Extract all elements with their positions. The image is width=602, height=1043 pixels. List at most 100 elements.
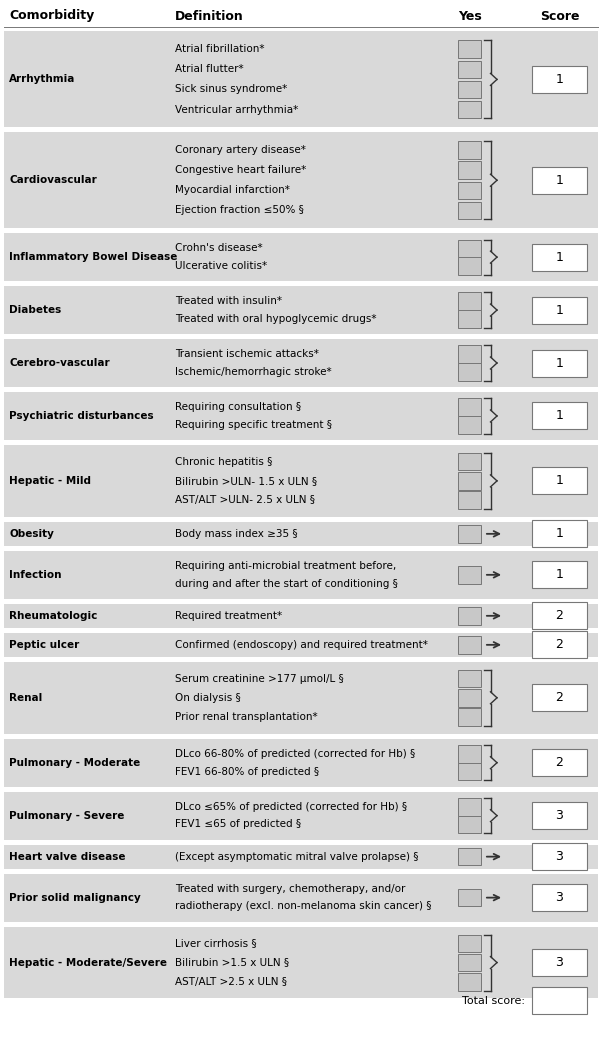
Text: Transient ischemic attacks*: Transient ischemic attacks* (175, 349, 319, 359)
Text: 2: 2 (556, 756, 563, 769)
Text: AST/ALT >ULN- 2.5 x ULN §: AST/ALT >ULN- 2.5 x ULN § (175, 495, 315, 505)
Text: Hepatic - Moderate/Severe: Hepatic - Moderate/Severe (9, 957, 167, 968)
Bar (4, 926, 598, 998)
Bar (532, 244, 587, 270)
Bar (458, 745, 481, 762)
Bar (4, 234, 598, 281)
Text: Liver cirrhosis §: Liver cirrhosis § (175, 939, 256, 948)
Text: Cerebro-vascular: Cerebro-vascular (9, 358, 110, 368)
Bar (532, 749, 587, 776)
Text: Peptic ulcer: Peptic ulcer (9, 639, 79, 650)
Text: Ventricular arrhythmia*: Ventricular arrhythmia* (175, 104, 298, 115)
Text: Myocardial infarction*: Myocardial infarction* (175, 186, 290, 195)
Bar (458, 258, 481, 274)
Bar (458, 345, 481, 363)
Text: Prior solid malignancy: Prior solid malignancy (9, 893, 141, 902)
Bar (4, 522, 598, 545)
Bar (458, 162, 481, 179)
Bar (458, 848, 481, 866)
Bar (532, 520, 587, 548)
Text: 2: 2 (556, 638, 563, 651)
Text: Rheumatologic: Rheumatologic (9, 611, 98, 621)
Bar (458, 80, 481, 98)
Bar (458, 525, 481, 542)
Bar (458, 708, 481, 726)
Text: Cardiovascular: Cardiovascular (9, 175, 97, 186)
Bar (4, 445, 598, 517)
Text: 1: 1 (556, 304, 563, 317)
Bar (532, 631, 587, 658)
Bar (532, 66, 587, 93)
Text: 2: 2 (556, 609, 563, 623)
Bar (458, 41, 481, 58)
Text: radiotherapy (excl. non-melanoma skin cancer) §: radiotherapy (excl. non-melanoma skin ca… (175, 901, 432, 912)
Bar (532, 884, 587, 912)
Bar (458, 60, 481, 78)
Bar (532, 802, 587, 829)
Text: (Except asymptomatic mitral valve prolapse) §: (Except asymptomatic mitral valve prolap… (175, 852, 418, 862)
Bar (532, 296, 587, 323)
Bar (458, 689, 481, 706)
Bar (458, 491, 481, 509)
Text: DLco 66-80% of predicted (corrected for Hb) §: DLco 66-80% of predicted (corrected for … (175, 749, 415, 759)
Bar (458, 607, 481, 625)
Text: Sick sinus syndrome*: Sick sinus syndrome* (175, 84, 287, 95)
Bar (458, 762, 481, 780)
Text: Atrial fibrillation*: Atrial fibrillation* (175, 44, 264, 54)
Text: Heart valve disease: Heart valve disease (9, 852, 125, 862)
Bar (458, 398, 481, 416)
Text: Required treatment*: Required treatment* (175, 611, 282, 621)
Bar (532, 467, 587, 494)
Text: Confirmed (endoscopy) and required treatment*: Confirmed (endoscopy) and required treat… (175, 639, 428, 650)
Bar (4, 792, 598, 840)
Text: Requiring specific treatment §: Requiring specific treatment § (175, 419, 332, 430)
Text: 1: 1 (556, 410, 563, 422)
Bar (532, 684, 587, 711)
Bar (4, 845, 598, 869)
Bar (458, 566, 481, 584)
Text: Coronary artery disease*: Coronary artery disease* (175, 145, 306, 155)
Bar (458, 101, 481, 119)
Bar (458, 816, 481, 833)
Text: Treated with surgery, chemotherapy, and/or: Treated with surgery, chemotherapy, and/… (175, 883, 405, 894)
Bar (458, 953, 481, 971)
Text: Obesity: Obesity (9, 529, 54, 539)
Bar (4, 286, 598, 334)
Text: Chronic hepatitis §: Chronic hepatitis § (175, 457, 272, 466)
Text: Ischemic/hemorrhagic stroke*: Ischemic/hemorrhagic stroke* (175, 367, 332, 377)
Bar (4, 132, 598, 228)
Text: On dialysis §: On dialysis § (175, 693, 241, 703)
Text: Bilirubin >1.5 x ULN §: Bilirubin >1.5 x ULN § (175, 957, 289, 968)
Text: Body mass index ≥35 §: Body mass index ≥35 § (175, 529, 297, 539)
Text: FEV1 66-80% of predicted §: FEV1 66-80% of predicted § (175, 767, 319, 777)
Text: Treated with oral hypoglycemic drugs*: Treated with oral hypoglycemic drugs* (175, 314, 376, 324)
Bar (4, 662, 598, 733)
Text: Serum creatinine >177 μmol/L §: Serum creatinine >177 μmol/L § (175, 674, 344, 683)
Text: Psychiatric disturbances: Psychiatric disturbances (9, 411, 154, 421)
Text: AST/ALT >2.5 x ULN §: AST/ALT >2.5 x ULN § (175, 977, 287, 987)
Text: 2: 2 (556, 692, 563, 704)
Bar (4, 633, 598, 657)
Text: Hepatic - Mild: Hepatic - Mild (9, 476, 91, 486)
Bar (4, 551, 598, 599)
Bar (532, 167, 587, 194)
Text: 1: 1 (556, 528, 563, 540)
Text: Comorbidity: Comorbidity (9, 9, 95, 23)
Bar (532, 949, 587, 976)
Text: 1: 1 (556, 250, 563, 264)
Bar (4, 874, 598, 922)
Bar (532, 843, 587, 870)
Bar (458, 935, 481, 952)
Text: Requiring anti-microbial treatment before,: Requiring anti-microbial treatment befor… (175, 561, 396, 571)
Text: 1: 1 (556, 357, 563, 369)
Text: FEV1 ≤65 of predicted §: FEV1 ≤65 of predicted § (175, 820, 301, 829)
Text: Prior renal transplantation*: Prior renal transplantation* (175, 712, 318, 722)
Text: 3: 3 (556, 891, 563, 904)
Text: Renal: Renal (9, 693, 42, 703)
Text: Ulcerative colitis*: Ulcerative colitis* (175, 261, 267, 271)
Text: Arrhythmia: Arrhythmia (9, 74, 75, 84)
Bar (458, 240, 481, 257)
Text: Diabetes: Diabetes (9, 305, 61, 315)
Bar (532, 988, 587, 1015)
Bar (458, 472, 481, 489)
